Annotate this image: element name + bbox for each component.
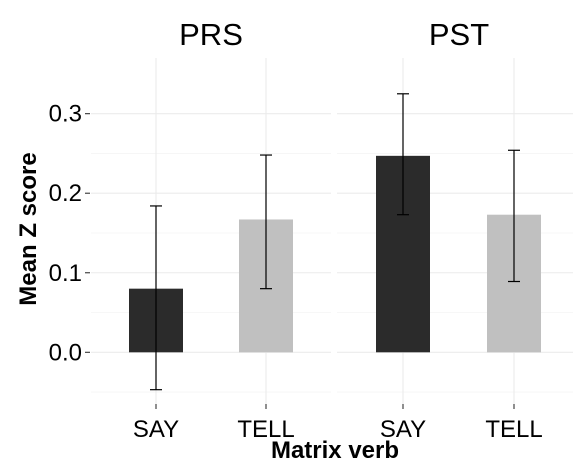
error-bars (150, 93, 520, 391)
x-tick-label: TELL (485, 416, 542, 443)
x-tick-label: SAY (133, 416, 179, 443)
error-bar-prs-tell (260, 154, 272, 290)
error-bar-pst-say (397, 93, 409, 216)
bars (129, 155, 541, 353)
x-tick-label: SAY (380, 416, 426, 443)
x-tick-label: TELL (237, 416, 294, 443)
axes: SAY TELL SAY TELL 0.0 0.1 0.2 0.3 (49, 101, 543, 443)
error-bar-prs-say (150, 205, 162, 391)
y-tick-label: 0.2 (49, 180, 82, 207)
x-axis-title: Matrix verb (271, 437, 399, 461)
y-tick-label: 0.0 (49, 339, 82, 366)
y-tick-label: 0.1 (49, 260, 82, 287)
facet-title-prs: PRS (179, 17, 243, 52)
y-tick-label: 0.3 (49, 101, 82, 128)
facet-title-pst: PST (429, 17, 489, 52)
error-bar-pst-tell (508, 149, 520, 283)
y-axis-title: Mean Z score (15, 152, 42, 305)
